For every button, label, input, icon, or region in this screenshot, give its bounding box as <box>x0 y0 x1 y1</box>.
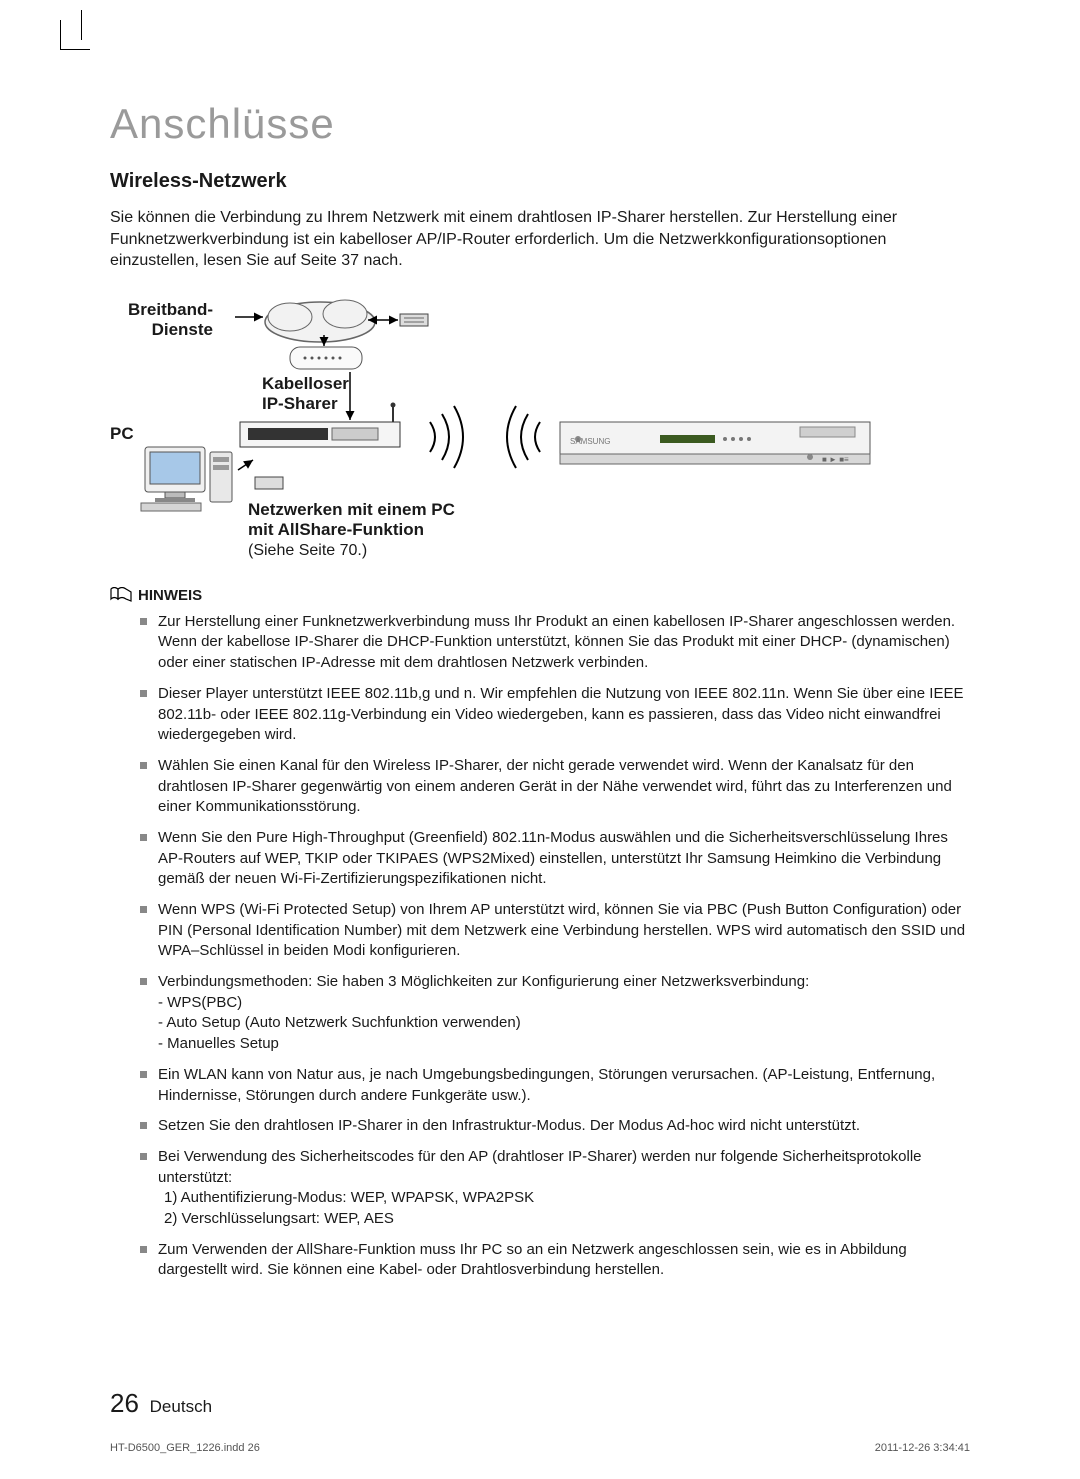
router-icon <box>290 347 362 369</box>
cloud-icon <box>265 300 375 342</box>
note-sub: 1) Authentifizierung-Modus: WEP, WPAPSK,… <box>164 1188 970 1209</box>
note-heading: HINWEIS <box>110 587 970 604</box>
note-heading-text: HINWEIS <box>138 587 202 604</box>
note-sub: - Manuelles Setup <box>158 1034 970 1055</box>
note-text: Bei Verwendung des Sicherheitscodes für … <box>158 1148 922 1186</box>
label-broadband: Breitband- Dienste <box>128 300 213 340</box>
note-item: Bei Verwendung des Sicherheitscodes für … <box>140 1147 970 1230</box>
svg-text:SAMSUNG: SAMSUNG <box>570 437 610 446</box>
page-number: 26 <box>110 1388 139 1418</box>
note-icon <box>110 587 132 603</box>
note-item: Zur Herstellung einer Funknetzwerkverbin… <box>140 612 970 674</box>
note-sub: - WPS(PBC) <box>158 993 970 1014</box>
pc-icon <box>141 447 232 511</box>
note-item: Verbindungsmethoden: Sie haben 3 Möglich… <box>140 972 970 1055</box>
diagram-svg: SAMSUNG ■ ► ■≡ <box>110 292 890 552</box>
note-sub: 2) Verschlüsselungsart: WEP, AES <box>164 1209 970 1230</box>
note-item: Zum Verwenden der AllShare-Funktion muss… <box>140 1240 970 1281</box>
note-item: Ein WLAN kann von Natur aus, je nach Umg… <box>140 1065 970 1106</box>
print-footer: HT-D6500_GER_1226.indd 26 2011-12-26 3:3… <box>110 1442 970 1454</box>
wireless-waves-icon <box>430 406 540 468</box>
note-item: Wählen Sie einen Kanal für den Wireless … <box>140 756 970 818</box>
label-pc: PC <box>110 424 134 444</box>
print-date: 2011-12-26 3:34:41 <box>875 1442 970 1454</box>
note-item: Wenn WPS (Wi-Fi Protected Setup) von Ihr… <box>140 900 970 962</box>
crop-marks <box>60 20 90 50</box>
chapter-title: Anschlüsse <box>110 100 970 148</box>
svg-text:■ ► ■≡: ■ ► ■≡ <box>822 455 849 464</box>
intro-text: Sie können die Verbindung zu Ihrem Netzw… <box>110 207 970 272</box>
page-lang: Deutsch <box>150 1397 212 1416</box>
note-item: Wenn Sie den Pure High-Throughput (Green… <box>140 828 970 890</box>
label-wireless-sharer: Kabelloser IP-Sharer <box>262 374 349 414</box>
note-item: Dieser Player unterstützt IEEE 802.11b,g… <box>140 684 970 746</box>
page-footer: 26 Deutsch <box>110 1388 212 1419</box>
modem-icon <box>400 314 428 326</box>
network-diagram: SAMSUNG ■ ► ■≡ Breitband- Dienste Kabell… <box>110 292 890 552</box>
note-item: Setzen Sie den drahtlosen IP-Sharer in d… <box>140 1116 970 1137</box>
label-network-pc-2: mit AllShare-Funktion <box>248 520 424 539</box>
note-text: Verbindungsmethoden: Sie haben 3 Möglich… <box>158 973 809 990</box>
player-device-icon: SAMSUNG ■ ► ■≡ <box>560 422 870 464</box>
print-file: HT-D6500_GER_1226.indd 26 <box>110 1442 260 1454</box>
notes-list: Zur Herstellung einer Funknetzwerkverbin… <box>110 612 970 1281</box>
label-network-pc-1: Netzwerken mit einem PC <box>248 500 455 519</box>
label-see-page: (Siehe Seite 70.) <box>248 542 367 559</box>
modem-small-icon <box>255 477 283 489</box>
section-title: Wireless-Netzwerk <box>110 170 970 193</box>
note-sub: - Auto Setup (Auto Netzwerk Suchfunktion… <box>158 1013 970 1034</box>
